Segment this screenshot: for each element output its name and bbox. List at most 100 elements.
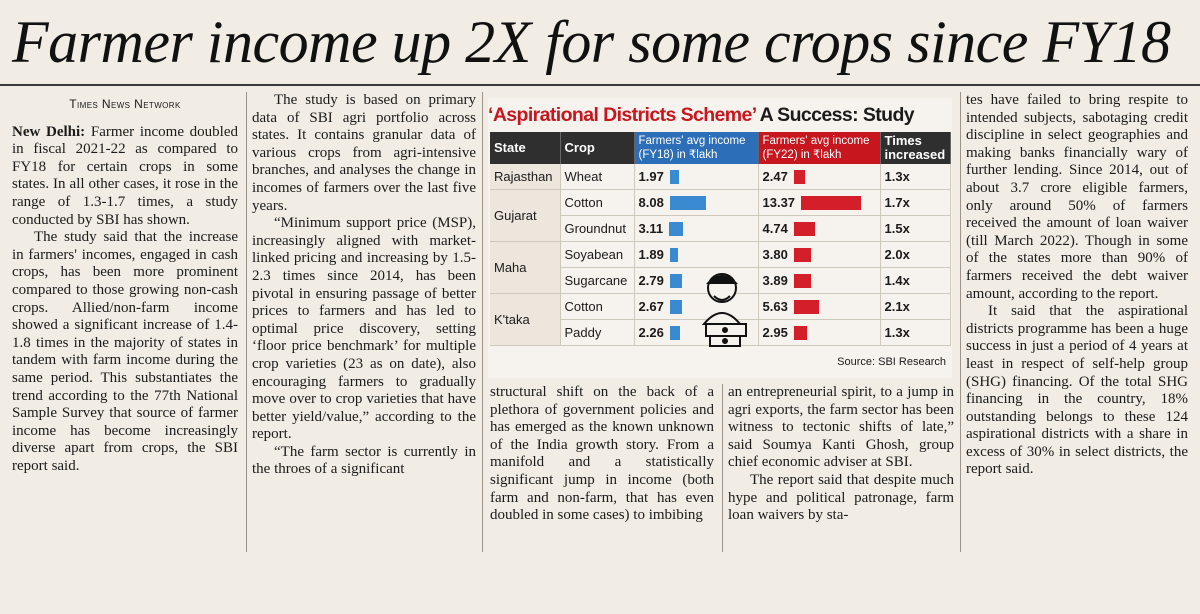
- box-title-red: ‘Aspirational Districts Scheme’: [488, 104, 756, 126]
- cell-times: 1.7x: [880, 189, 951, 216]
- cell-fy22-value: 3.80: [762, 246, 788, 262]
- fy22-income-bar: [793, 222, 816, 237]
- column-divider: [722, 384, 723, 552]
- headline: Farmer income up 2X for some crops since…: [12, 9, 1171, 75]
- fy18-income-bar: [669, 170, 679, 185]
- table-row: Groundnut 3.11 4.74 1.5x: [490, 215, 951, 242]
- cell-fy22-value: 2.95: [762, 324, 788, 340]
- fy18-income-bar: [669, 326, 680, 341]
- cell-times: 1.4x: [880, 267, 951, 294]
- fy22-income-bar: [793, 170, 805, 185]
- cell-fy18: 2.67: [634, 293, 759, 320]
- cell-times: 1.5x: [880, 215, 951, 242]
- table-row: Gujarat Cotton 8.08 13.37 1.7x: [490, 189, 951, 242]
- cell-state: Gujarat: [490, 189, 561, 242]
- article-column-2: The study is based on primary data of SB…: [252, 92, 476, 479]
- cell-times: 2.1x: [880, 293, 951, 320]
- cell-state: Rajasthan: [490, 164, 561, 190]
- dateline: New Delhi:: [12, 123, 86, 140]
- cell-fy22-value: 5.63: [762, 298, 788, 314]
- column-divider: [482, 92, 483, 552]
- cell-times-value: 1.3x: [884, 169, 910, 184]
- column-divider: [960, 92, 961, 552]
- table-body: Rajasthan Wheat 1.97 2.47 1.3x Gujarat Cotton 8…: [490, 164, 951, 346]
- cell-crop-value: Wheat: [564, 169, 603, 184]
- cell-fy18: 2.79: [634, 267, 759, 294]
- cell-crop-value: Cotton: [564, 195, 603, 210]
- box-title-black: A Success: Study: [755, 104, 915, 126]
- cell-fy18-value: 2.26: [638, 324, 664, 340]
- article-column-3: structural shift on the back of a pletho…: [490, 384, 714, 525]
- cell-fy22-value: 2.47: [762, 168, 788, 184]
- header-crop: Crop: [560, 132, 635, 164]
- table-header-row: State Crop Farmers' avg income (FY18) in…: [490, 132, 951, 164]
- cell-fy18-value: 3.11: [638, 220, 664, 236]
- headline-rule: [0, 84, 1200, 86]
- paragraph: structural shift on the back of a pletho…: [490, 384, 714, 524]
- cell-fy18-value: 1.97: [638, 168, 664, 184]
- fy18-income-bar: [669, 300, 682, 315]
- fy22-income-bar: [793, 274, 812, 289]
- paragraph: It said that the aspirational districts …: [966, 303, 1188, 478]
- cell-times-value: 1.7x: [884, 195, 910, 210]
- income-table: State Crop Farmers' avg income (FY18) in…: [490, 132, 951, 346]
- cell-crop-value: Cotton: [564, 299, 603, 314]
- source-note: Source: SBI Research: [837, 356, 946, 368]
- cell-times-value: 2.1x: [884, 299, 910, 314]
- box-title: ‘Aspirational Districts Scheme’ A Succes…: [488, 98, 952, 132]
- cell-times: 1.3x: [880, 319, 951, 346]
- fy22-income-bar: [793, 300, 820, 315]
- cell-crop-value: Paddy: [564, 325, 602, 340]
- paragraph: The study is based on primary data of SB…: [252, 92, 476, 214]
- cell-crop: Cotton: [560, 189, 635, 216]
- byline: Times News Network: [69, 97, 181, 111]
- cell-fy22-value: 4.74: [762, 220, 788, 236]
- paragraph-text: Farmer income doubled in fiscal 2021-22 …: [12, 123, 238, 228]
- header-fy18: Farmers' avg income (FY18) in ₹lakh: [634, 132, 759, 164]
- cell-times-value: 2.0x: [884, 247, 910, 262]
- cell-crop: Sugarcane: [560, 267, 635, 294]
- cell-state: Maha: [490, 241, 561, 294]
- cell-fy22: 2.95: [758, 319, 881, 346]
- cell-fy18-value: 1.89: [638, 246, 664, 262]
- fy22-income-bar: [793, 326, 807, 341]
- cell-crop: Paddy: [560, 319, 635, 346]
- cell-crop-value: Soyabean: [564, 247, 624, 262]
- header-state: State: [490, 132, 561, 164]
- paragraph: The report said that despite much hype a…: [728, 471, 954, 524]
- paragraph: tes have failed to bring respite to inte…: [966, 92, 1188, 302]
- cell-fy18-value: 8.08: [638, 194, 664, 210]
- cell-fy22: 2.47: [758, 164, 881, 190]
- cell-times-value: 1.5x: [884, 221, 910, 236]
- cell-fy22-value: 3.89: [762, 272, 788, 288]
- table-row: Sugarcane 2.79 3.89 1.4x: [490, 267, 951, 294]
- paragraph: New Delhi: Farmer income doubled in fisc…: [12, 124, 238, 230]
- table-row: Rajasthan Wheat 1.97 2.47 1.3x: [490, 164, 951, 190]
- article-column-4: an entrepreneurial spirit, to a jump in …: [728, 384, 954, 525]
- cell-fy18-value: 2.67: [638, 298, 664, 314]
- fy18-income-bar: [669, 248, 679, 263]
- fy18-income-bar: [669, 196, 707, 211]
- cell-crop: Soyabean: [560, 241, 635, 268]
- paragraph: “Minimum support price (MSP), increasing…: [252, 215, 476, 443]
- cell-crop-value: Groundnut: [564, 221, 626, 236]
- cell-fy22: 5.63: [758, 293, 881, 320]
- fy18-income-bar: [669, 274, 683, 289]
- cell-crop: Cotton: [560, 293, 635, 320]
- cell-times: 2.0x: [880, 241, 951, 268]
- fy22-income-bar: [793, 248, 811, 263]
- info-box: ‘Aspirational Districts Scheme’ A Succes…: [488, 98, 952, 378]
- cell-crop: Groundnut: [560, 215, 635, 242]
- fy18-income-bar: [669, 222, 684, 237]
- column-divider: [246, 92, 247, 552]
- article-column-1: Times News Network New Delhi: Farmer inc…: [12, 92, 238, 475]
- table-row: Maha Soyabean 1.89 3.80 2.0x: [490, 241, 951, 294]
- header-fy22: Farmers' avg income (FY22) in ₹lakh: [758, 132, 881, 164]
- cell-times: 1.3x: [880, 164, 951, 190]
- cell-fy22: 13.37: [758, 189, 881, 216]
- cell-fy22: 3.89: [758, 267, 881, 294]
- header-times: Times increased: [880, 132, 951, 164]
- paragraph: “The farm sector is currently in the thr…: [252, 443, 476, 478]
- cell-fy18: 1.97: [634, 164, 759, 190]
- cell-fy18-value: 2.79: [638, 272, 664, 288]
